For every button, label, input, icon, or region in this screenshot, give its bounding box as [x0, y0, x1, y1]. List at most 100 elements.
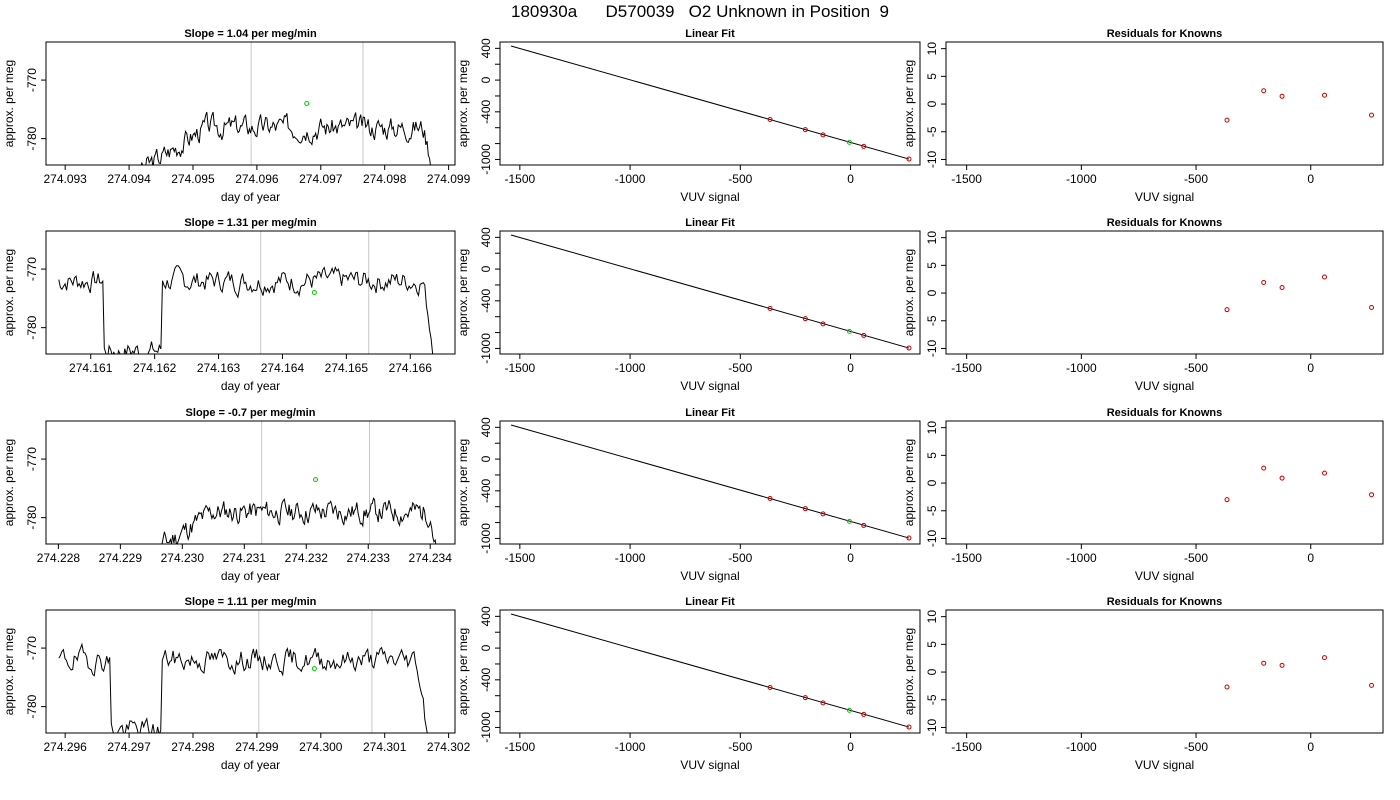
known-point	[1279, 662, 1285, 668]
plot-area	[510, 234, 912, 351]
y-axis-label: approx. per meg	[902, 439, 916, 526]
panel-title: Linear Fit	[685, 28, 735, 40]
y-tick-label: -1000	[479, 523, 493, 554]
x-tick-label: 274.301	[363, 740, 407, 754]
y-tick-label: -400	[479, 668, 493, 692]
plot-frame	[945, 230, 1384, 355]
panel-4-2: Linear Fit VUV signal approx. per meg -1500…	[456, 596, 921, 772]
fit-line	[510, 234, 910, 349]
y-tick-label: -1000	[479, 333, 493, 364]
x-axis-label: day of year	[221, 379, 280, 393]
plot-frame	[499, 420, 921, 545]
known-point	[1224, 684, 1230, 690]
x-tick-label: 274.096	[235, 172, 279, 186]
y-tick-label: 400	[479, 417, 493, 437]
known-point	[1261, 280, 1267, 286]
x-tick-label: -500	[1184, 740, 1208, 754]
y-tick-label: -780	[25, 126, 39, 150]
panel-2-2: Linear Fit VUV signal approx. per meg -1500…	[456, 217, 921, 393]
panel-title: Slope = -0.7 per meg/min	[186, 407, 316, 419]
panel-title: Residuals for Knowns	[1107, 217, 1223, 229]
known-point	[1369, 682, 1375, 688]
known-point	[1224, 497, 1230, 503]
panel-title: Linear Fit	[685, 596, 735, 608]
y-tick-label: -400	[479, 100, 493, 124]
x-tick-label: 274.097	[299, 172, 343, 186]
fit-line	[510, 45, 910, 160]
x-axis-label: day of year	[221, 190, 280, 204]
y-tick-label: -400	[479, 479, 493, 503]
x-tick-label: 0	[847, 551, 854, 565]
plot-area	[1224, 88, 1375, 123]
x-axis-label: VUV signal	[1135, 569, 1194, 583]
panel-3-3: Residuals for Knowns VUV signal approx. pe…	[902, 407, 1384, 583]
unknown-marker	[313, 477, 319, 483]
plot-area	[510, 45, 912, 162]
x-tick-label: 274.098	[363, 172, 407, 186]
x-tick-label: 274.166	[389, 361, 433, 375]
x-tick-label: 0	[1307, 172, 1314, 186]
known-point	[767, 685, 773, 691]
y-tick-label: -5	[925, 694, 939, 705]
known-point	[906, 724, 912, 730]
panel-3-2: Linear Fit VUV signal approx. per meg -1500…	[456, 407, 921, 583]
known-point	[1279, 475, 1285, 481]
unknown-marker	[846, 328, 852, 334]
x-axis-label: day of year	[221, 758, 280, 772]
y-tick-label: 0	[479, 76, 493, 83]
known-point	[767, 117, 773, 123]
y-tick-label: 0	[479, 455, 493, 462]
panel-1-3: Residuals for Knowns VUV signal approx. pe…	[902, 28, 1384, 204]
known-point	[861, 711, 867, 717]
y-tick-label: 0	[925, 289, 939, 296]
y-tick-label: 400	[479, 38, 493, 58]
y-axis-label: approx. per meg	[902, 628, 916, 715]
known-point	[802, 316, 808, 322]
x-tick-label: 274.297	[107, 740, 151, 754]
plot-frame	[945, 609, 1384, 734]
known-point	[1369, 112, 1375, 118]
known-point	[1322, 274, 1328, 280]
plot-area	[140, 42, 431, 165]
x-tick-label: -1500	[951, 551, 982, 565]
x-tick-label: -1000	[615, 740, 646, 754]
y-tick-label: -5	[925, 505, 939, 516]
plot-frame	[499, 230, 921, 355]
y-tick-label: -780	[25, 694, 39, 718]
panel-2-1: Slope = 1.31 per meg/min day of year appro…	[2, 217, 456, 393]
known-point	[802, 127, 808, 133]
x-tick-label: 274.233	[347, 551, 391, 565]
x-tick-label: 0	[847, 361, 854, 375]
known-point	[1279, 93, 1285, 99]
y-tick-label: -10	[925, 529, 939, 547]
known-point	[820, 700, 826, 706]
known-point	[1369, 304, 1375, 310]
panel-title: Residuals for Knowns	[1107, 596, 1223, 608]
y-tick-label: 5	[925, 452, 939, 459]
x-tick-label: 274.296	[43, 740, 87, 754]
panel-title: Slope = 1.31 per meg/min	[184, 217, 317, 229]
x-tick-label: -1000	[1066, 740, 1097, 754]
y-axis-label: approx. per meg	[902, 60, 916, 147]
plot-frame	[45, 609, 456, 734]
y-tick-label: -400	[479, 289, 493, 313]
plot-frame	[45, 41, 456, 166]
x-tick-label: 274.094	[107, 172, 151, 186]
x-tick-label: -1500	[504, 172, 535, 186]
known-point	[1261, 88, 1267, 94]
y-tick-label: 0	[925, 668, 939, 675]
known-point	[906, 345, 912, 351]
y-axis-label: approx. per meg	[2, 628, 16, 715]
y-axis-label: approx. per meg	[2, 439, 16, 526]
x-tick-label: 0	[1307, 361, 1314, 375]
x-tick-label: -1500	[504, 740, 535, 754]
plot-frame	[945, 41, 1384, 166]
panel-title: Residuals for Knowns	[1107, 28, 1223, 40]
y-tick-label: 10	[925, 421, 939, 435]
unknown-marker	[846, 707, 852, 713]
x-tick-label: 274.164	[261, 361, 305, 375]
y-tick-label: 10	[925, 231, 939, 245]
plot-frame	[45, 420, 456, 545]
y-tick-label: -5	[925, 126, 939, 137]
